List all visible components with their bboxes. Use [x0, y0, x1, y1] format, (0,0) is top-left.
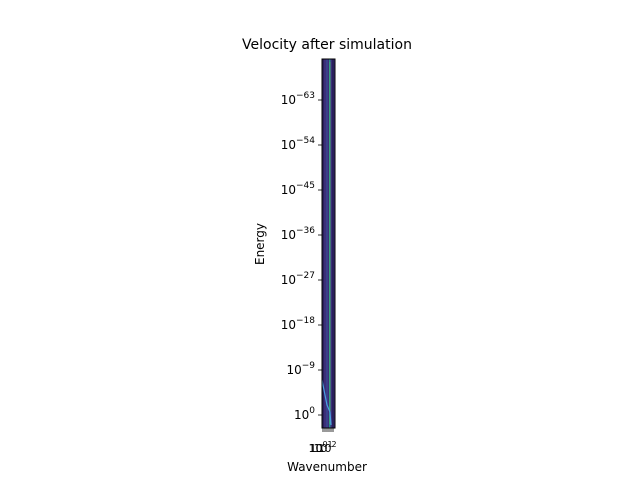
heatmap-background [322, 59, 335, 428]
y-tick-label: 100 [294, 406, 315, 422]
y-axis-label: Energy [253, 223, 267, 265]
y-tick-label: 10−45 [281, 181, 315, 197]
chart-title: Velocity after simulation [242, 37, 412, 53]
series-line-blue [321, 379, 332, 426]
x-tick-label: 102 [317, 440, 336, 455]
heatmap-band-left [322, 59, 324, 428]
x-tick-label: 101 [313, 440, 332, 455]
heatmap-band-mid [326, 59, 328, 428]
heatmap-band-right [332, 59, 334, 428]
y-tick-label: 10−54 [281, 136, 316, 152]
y-axis: 10−63 10−54 10−45 10−36 10−27 10−18 10−9 100 [281, 91, 322, 422]
y-tick-label: 10−36 [281, 226, 316, 242]
y-tick-label: 10−27 [281, 271, 315, 287]
plot-area [321, 58, 336, 429]
y-tick-label: 10−9 [286, 361, 315, 377]
y-tick-label: 10−63 [281, 91, 315, 107]
x-tick-label: 100 [308, 440, 327, 455]
x-axis-label: Wavenumber [287, 460, 367, 474]
x-tick-label: 1 [310, 442, 317, 455]
y-tick-label: 10−18 [281, 316, 316, 332]
plot-frame [321, 58, 336, 429]
